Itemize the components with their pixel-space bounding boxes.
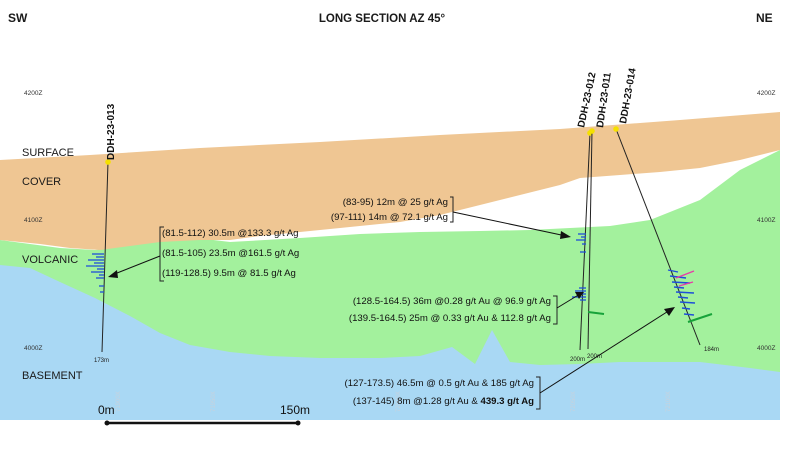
layer-label-basement: BASEMENT <box>22 370 83 382</box>
elevation-label-left-4200: 4200Z <box>24 90 42 97</box>
annotation-arrowhead-011-upper <box>560 231 571 239</box>
annotation-014-line-2-bold: 439.3 g/t Ag <box>481 396 535 407</box>
annotation-013-line-3: (119-128.5) 9.5m @ 81.5 g/t Ag <box>162 268 296 279</box>
collar-marker-013 <box>105 159 111 165</box>
annotation-arrowhead-013 <box>108 270 118 278</box>
hole-label-013: DDH-23-013 <box>106 103 117 160</box>
assay-bars-magenta-014 <box>675 270 695 287</box>
annotation-bracket-011-lower <box>553 295 558 325</box>
scale-bar-start-dot <box>104 420 110 426</box>
elevation-label-right-4200: 4200Z <box>757 90 775 97</box>
annotation-bracket-011-upper <box>450 196 454 223</box>
assay-histogram-013 <box>86 253 104 293</box>
annotation-block-014: (127-173.5) 46.5m @ 0.5 g/t Au & 185 g/t… <box>345 307 675 410</box>
collar-marker-014 <box>613 126 619 132</box>
annotation-013-line-2: (81.5-105) 23.5m @161.5 g/t Ag <box>162 248 299 259</box>
hole-label-014: DDH-23-014 <box>618 67 639 125</box>
layer-label-surface: SURFACE <box>22 147 74 159</box>
annotation-014-line-1: (127-173.5) 46.5m @ 0.5 g/t Au & 185 g/t… <box>345 378 534 389</box>
assay-bar-green-014 <box>687 313 713 323</box>
drill-trace-013 <box>101 161 109 353</box>
annotation-arrow-011-lower <box>556 293 581 309</box>
hole-label-011: DDH-23-011 <box>595 71 614 128</box>
scale-bar-start-label: 0m <box>98 403 115 417</box>
annotation-block-013: (81.5-112) 30.5m @133.3 g/t Ag (81.5-105… <box>108 226 299 282</box>
svg-text:72050X: 72050X <box>571 391 577 412</box>
annotation-011-upper-line-2: (97-111) 14m @ 72.1 g/t Ag <box>331 212 448 223</box>
annotation-arrow-011-upper <box>452 211 567 237</box>
annotation-bracket-013 <box>159 226 164 282</box>
annotation-011-lower-line-1: (128.5-164.5) 36m @0.28 g/t Au @ 96.9 g/… <box>353 296 551 307</box>
faint-grid-labels: 71900X 71950X 72000X 72050X 72100X <box>116 391 672 412</box>
hole-depth-014: 184m <box>704 347 719 353</box>
annotation-011-upper-line-1: (83-95) 12m @ 25 g/t Ag <box>343 197 448 208</box>
elevation-label-right-4000: 4000Z <box>757 345 775 352</box>
annotation-014-line-2-prefix: (137-145) 8m @1.28 g/t Au & <box>353 396 481 407</box>
svg-text:71950X: 71950X <box>211 391 217 412</box>
layer-label-volcanic: VOLCANIC <box>22 254 78 266</box>
assay-bar-green-011 <box>587 311 605 315</box>
hole-depth-011: 200m <box>587 354 602 360</box>
scale-bar-end-label: 150m <box>280 403 310 417</box>
svg-text:72100X: 72100X <box>666 391 672 412</box>
annotation-block-011-lower: (128.5-164.5) 36m @0.28 g/t Au @ 96.9 g/… <box>349 292 584 325</box>
scale-bar: 0m 150m <box>98 403 310 426</box>
annotation-013-line-1: (81.5-112) 30.5m @133.3 g/t Ag <box>162 228 299 239</box>
basement-layer <box>0 265 780 420</box>
drill-trace-012 <box>579 132 591 351</box>
annotation-block-011-upper: (83-95) 12m @ 25 g/t Ag (97-111) 14m @ 7… <box>331 196 571 239</box>
hole-depth-012: 200m <box>570 357 585 363</box>
annotation-arrow-014 <box>539 309 671 394</box>
annotation-011-lower-line-2: (139.5-164.5) 25m @ 0.33 g/t Au & 112.8 … <box>349 313 551 324</box>
cover-layer <box>0 112 780 250</box>
elevation-label-left-4100: 4100Z <box>24 217 42 224</box>
elevation-label-right-4100: 4100Z <box>757 217 775 224</box>
svg-text:71900X: 71900X <box>116 391 122 412</box>
corner-label-ne: NE <box>756 11 773 25</box>
drill-hole-013: DDH-23-013 173m <box>86 103 117 364</box>
svg-text:72000X: 72000X <box>396 391 402 412</box>
corner-label-sw: SW <box>8 11 28 25</box>
annotation-arrowhead-014 <box>664 307 675 316</box>
elevation-label-left-4000: 4000Z <box>24 345 42 352</box>
annotation-arrowhead-011-lower <box>575 292 584 299</box>
layer-label-cover: COVER <box>22 176 61 188</box>
annotation-014-line-2: (137-145) 8m @1.28 g/t Au & 439.3 g/t Ag <box>353 396 534 407</box>
section-title: LONG SECTION AZ 45° <box>319 13 446 25</box>
annotation-arrow-013 <box>111 255 161 276</box>
collar-marker-011 <box>589 128 595 134</box>
scale-bar-end-dot <box>295 420 301 426</box>
assay-histogram-014 <box>667 269 696 316</box>
hole-depth-013: 173m <box>94 358 109 364</box>
